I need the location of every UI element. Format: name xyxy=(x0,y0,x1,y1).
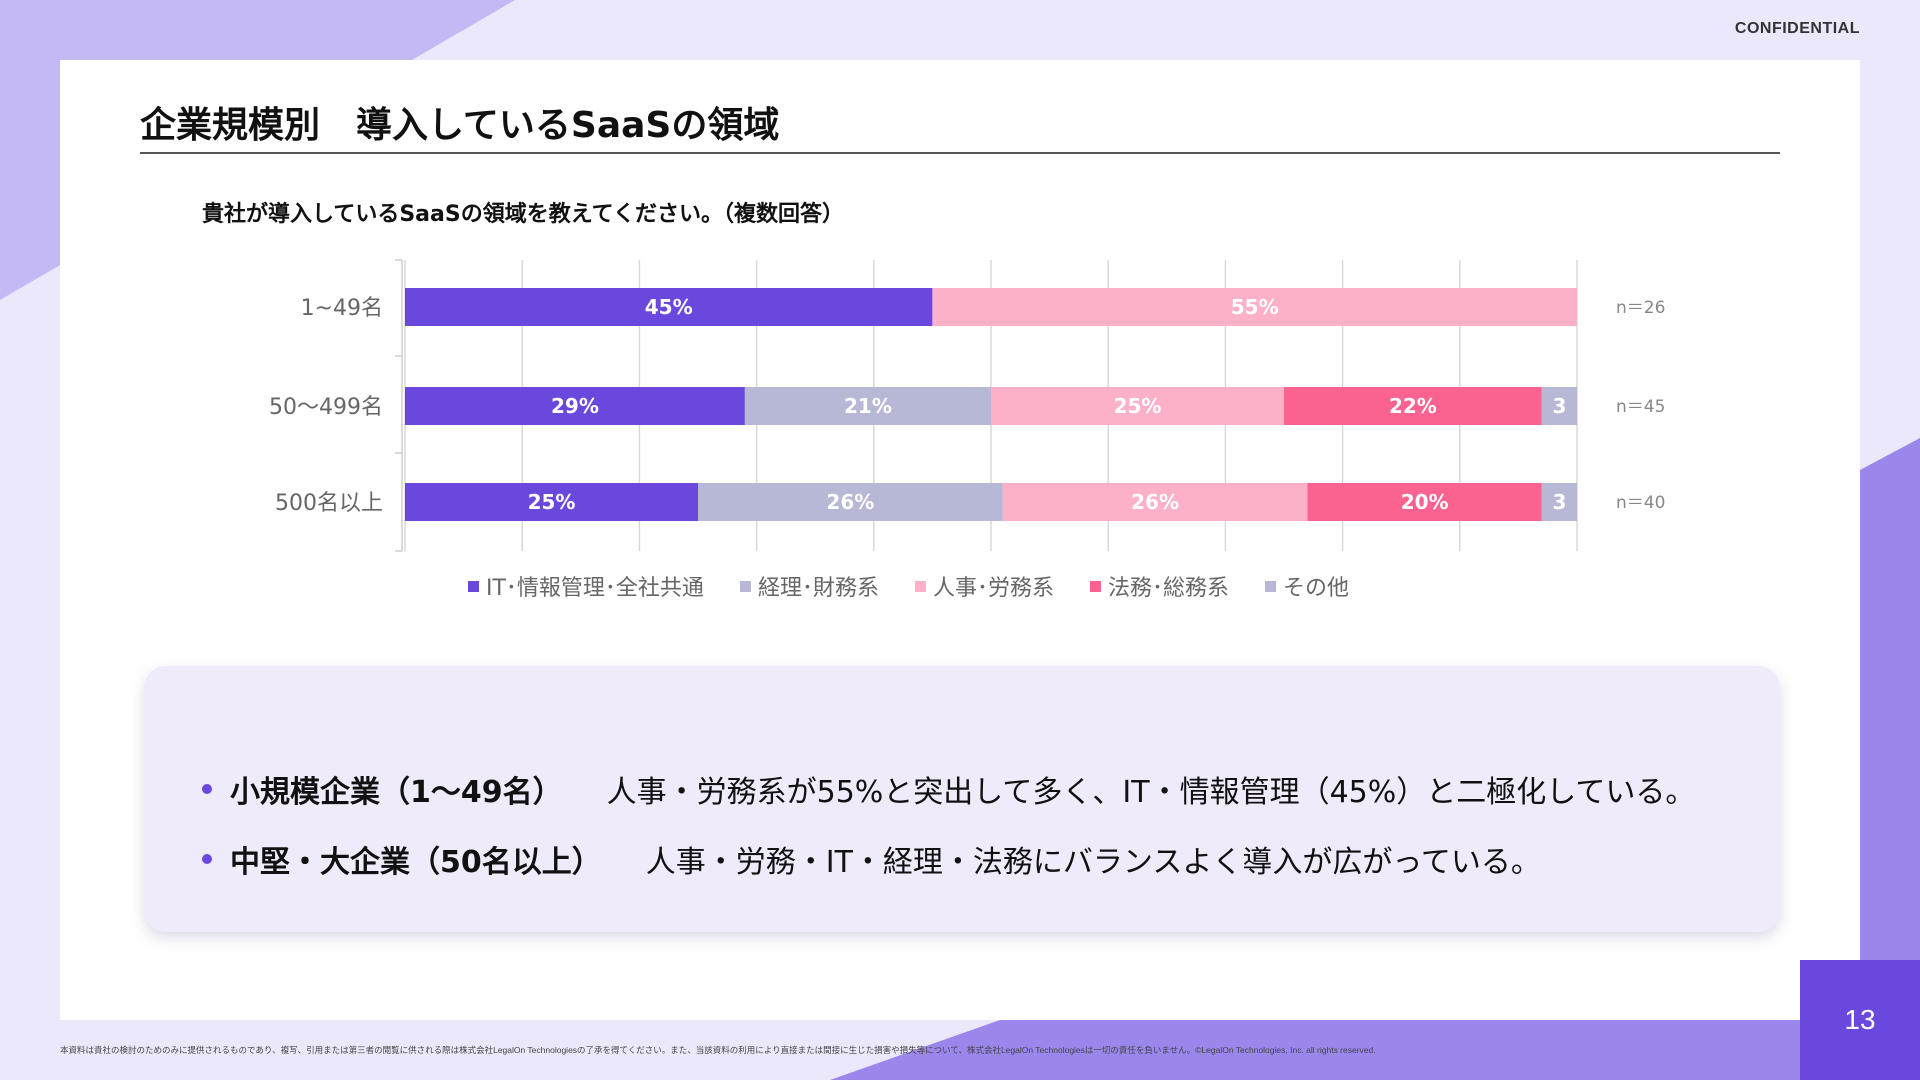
bullet-icon xyxy=(202,784,212,794)
page-number: 13 xyxy=(1800,960,1920,1080)
legend-swatch xyxy=(468,581,479,592)
data-label: 3 xyxy=(1552,490,1566,514)
legend-entry: 人事･労務系 xyxy=(933,576,1054,601)
summary-heading: 中堅・大企業（50名以上） xyxy=(230,845,602,880)
sample-size-label: n＝45 xyxy=(1616,397,1665,417)
data-label: 22% xyxy=(1389,394,1437,418)
page-title: 企業規模別 導入しているSaaSの領域 xyxy=(140,105,780,146)
footer-disclaimer: 本資料は貴社の検討のためのみに提供されるものであり、複写、引用または第三者の閲覧… xyxy=(60,1045,1376,1055)
legend-swatch xyxy=(739,581,751,592)
bar-segment xyxy=(405,288,933,326)
category-label: 50～499名 xyxy=(269,395,383,420)
slide-panel: 企業規模別 導入しているSaaSの領域 貴社が導入しているSaaSの領域を教えて… xyxy=(60,60,1860,1020)
summary-item-small: 小規模企業（1～49名） 人事・労務系が55%と突出して多く、IT・情報管理（4… xyxy=(202,754,1695,824)
data-label: 29% xyxy=(551,394,599,418)
summary-list: 小規模企業（1～49名） 人事・労務系が55%と突出して多く、IT・情報管理（4… xyxy=(202,754,1695,894)
bar-segment xyxy=(1541,387,1577,425)
data-label: 45% xyxy=(645,295,693,319)
legend-swatch xyxy=(1264,581,1276,592)
bar-segment xyxy=(405,387,745,425)
stacked-bar-chart: 1~49名 45% 55% n＝26 50～499名 29% 21% 25% 22% 3 n＝45 5… xyxy=(269,259,1665,601)
bar-segment xyxy=(1307,483,1542,521)
bar-segment xyxy=(1002,483,1308,521)
category-label: 1~49名 xyxy=(301,296,383,321)
data-label: 3 xyxy=(1552,394,1566,418)
data-label: 25% xyxy=(1114,394,1162,418)
sample-size-label: n＝40 xyxy=(1616,493,1665,513)
data-label: 26% xyxy=(826,490,874,514)
legend-swatch xyxy=(1089,581,1101,592)
bar-segment xyxy=(744,387,991,425)
legend-swatch xyxy=(914,581,926,592)
confidential-label: CONFIDENTIAL xyxy=(1734,20,1860,37)
summary-item-large: 中堅・大企業（50名以上） 人事・労務・IT・経理・法務にバランスよく導入が広が… xyxy=(202,824,1695,894)
legend-entry: IT･情報管理･全社共通 xyxy=(486,576,704,601)
data-label: 55% xyxy=(1231,295,1279,319)
title-divider xyxy=(140,152,1780,154)
summary-box: 小規模企業（1～49名） 人事・労務系が55%と突出して多く、IT・情報管理（4… xyxy=(144,666,1780,932)
bar-segment xyxy=(405,483,698,521)
data-label: 20% xyxy=(1401,490,1449,514)
sample-size-label: n＝26 xyxy=(1616,298,1665,318)
legend-entry: その他 xyxy=(1283,576,1349,601)
legend-entry: 法務･総務系 xyxy=(1108,576,1229,601)
summary-heading: 小規模企業（1～49名） xyxy=(230,775,563,810)
data-label: 26% xyxy=(1131,490,1179,514)
legend-entry: 経理･財務系 xyxy=(758,576,879,601)
survey-question: 貴社が導入しているSaaSの領域を教えてください。（複数回答） xyxy=(202,202,844,227)
bullet-icon xyxy=(202,854,212,864)
summary-text: 人事・労務・IT・経理・法務にバランスよく導入が広がっている。 xyxy=(645,845,1541,880)
bottom-band xyxy=(830,1020,1800,1080)
right-edge-band xyxy=(1860,438,1920,960)
data-label: 21% xyxy=(844,394,892,418)
bar-segment xyxy=(932,288,1577,326)
data-label: 25% xyxy=(528,490,576,514)
bar-segment xyxy=(991,387,1284,425)
category-label: 500名以上 xyxy=(275,491,383,516)
bar-segment xyxy=(1284,387,1542,425)
bar-segment xyxy=(1541,483,1577,521)
bar-segment xyxy=(698,483,1003,521)
summary-text: 人事・労務系が55%と突出して多く、IT・情報管理（45%）と二極化している。 xyxy=(606,775,1696,810)
